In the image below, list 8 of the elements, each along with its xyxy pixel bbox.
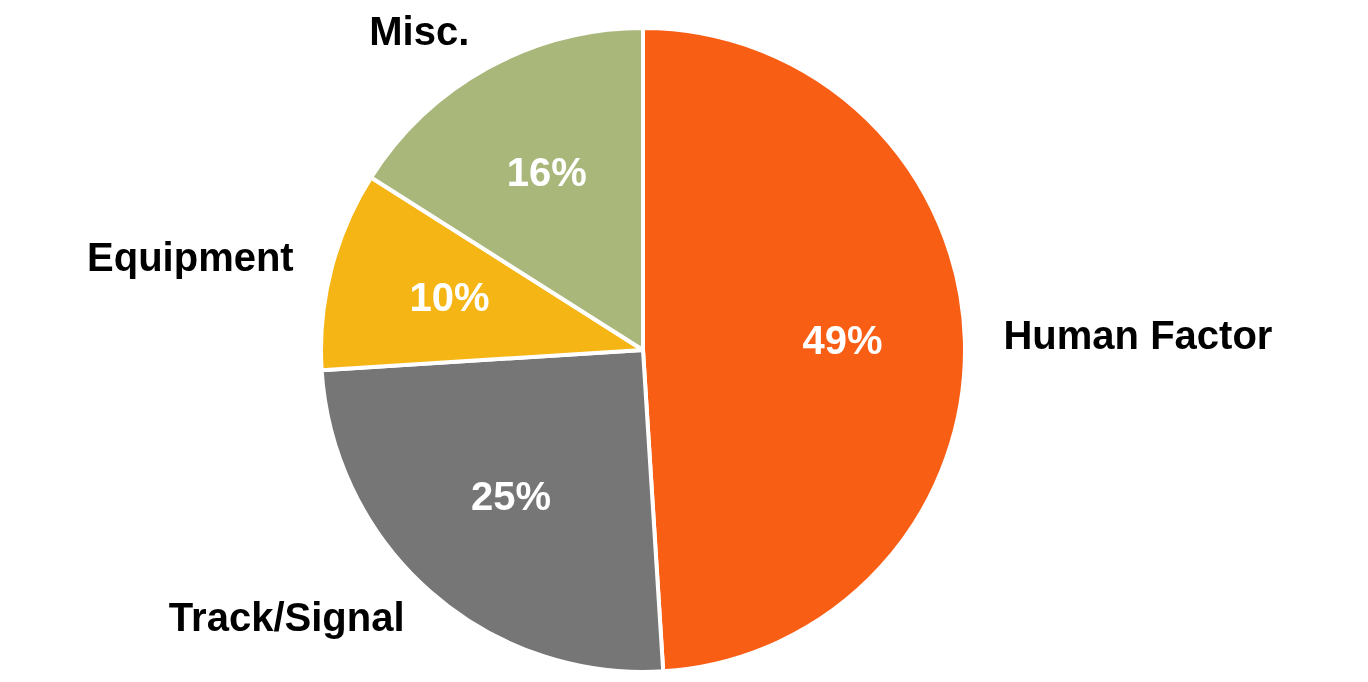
slice-label: Misc. [369,8,470,53]
data-label: 10% [409,274,490,319]
slice-label: Human Factor [1003,313,1273,358]
slice-label: Equipment [87,234,294,279]
data-label: 16% [506,149,587,194]
data-label: 49% [802,318,883,363]
data-label: 25% [470,474,552,519]
slice-label: Track/Signal [168,595,405,640]
